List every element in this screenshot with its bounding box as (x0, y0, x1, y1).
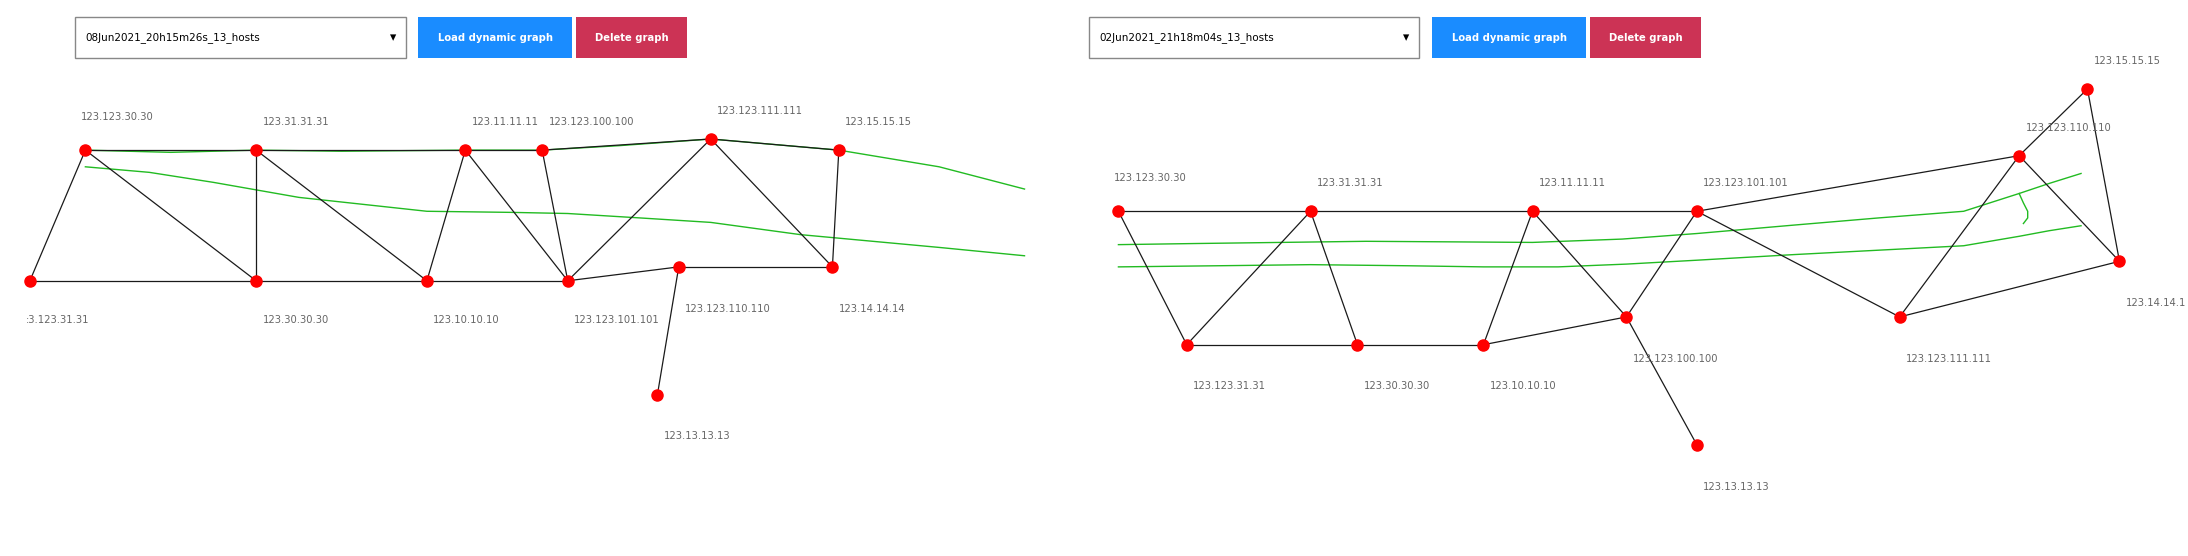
Text: Load dynamic graph: Load dynamic graph (1451, 33, 1567, 42)
Text: 123.123.100.100: 123.123.100.100 (549, 117, 635, 127)
Text: 123.123.101.101: 123.123.101.101 (573, 315, 661, 325)
FancyBboxPatch shape (575, 17, 687, 58)
Text: Delete graph: Delete graph (1608, 33, 1683, 42)
Text: 123.14.14.14: 123.14.14.14 (838, 304, 906, 314)
Text: 123.13.13.13: 123.13.13.13 (1702, 481, 1770, 492)
Text: 123.123.30.30: 123.123.30.30 (81, 112, 153, 122)
Text: 123.123.111.111: 123.123.111.111 (718, 106, 803, 116)
Text: 02Jun2021_21h18m04s_13_hosts: 02Jun2021_21h18m04s_13_hosts (1098, 32, 1273, 43)
Text: 123.123.30.30: 123.123.30.30 (1114, 173, 1186, 183)
Text: Load dynamic graph: Load dynamic graph (438, 33, 554, 42)
Text: 123.30.30.30: 123.30.30.30 (263, 315, 328, 325)
Text: 123.14.14.1: 123.14.14.1 (2127, 298, 2186, 308)
Text: 123.15.15.15: 123.15.15.15 (2094, 56, 2162, 66)
Text: Delete graph: Delete graph (595, 33, 670, 42)
FancyBboxPatch shape (1090, 17, 1420, 58)
Text: 123.123.111.111: 123.123.111.111 (1906, 354, 1991, 364)
Text: 123.123.110.110: 123.123.110.110 (685, 304, 770, 314)
Text: 123.123.101.101: 123.123.101.101 (1702, 178, 1790, 188)
FancyBboxPatch shape (1433, 17, 1586, 58)
Text: ▾: ▾ (1403, 31, 1409, 44)
Text: 123.123.100.100: 123.123.100.100 (1632, 354, 1718, 364)
FancyBboxPatch shape (418, 17, 571, 58)
Text: 123.15.15.15: 123.15.15.15 (845, 117, 912, 127)
Text: 123.10.10.10: 123.10.10.10 (1490, 381, 1556, 391)
Text: 123.13.13.13: 123.13.13.13 (663, 431, 731, 441)
Text: 123.31.31.31: 123.31.31.31 (1317, 178, 1383, 188)
Text: :3.123.31.31: :3.123.31.31 (26, 315, 90, 325)
FancyBboxPatch shape (74, 17, 405, 58)
Text: 123.11.11.11: 123.11.11.11 (1538, 178, 1606, 188)
Text: 123.30.30.30: 123.30.30.30 (1363, 381, 1431, 391)
Text: ▾: ▾ (389, 31, 396, 44)
Text: 123.123.110.110: 123.123.110.110 (2026, 123, 2111, 133)
FancyBboxPatch shape (1591, 17, 1700, 58)
Text: 08Jun2021_20h15m26s_13_hosts: 08Jun2021_20h15m26s_13_hosts (85, 32, 260, 43)
Text: 123.123.31.31: 123.123.31.31 (1192, 381, 1267, 391)
Text: 123.11.11.11: 123.11.11.11 (473, 117, 538, 127)
Text: 123.10.10.10: 123.10.10.10 (433, 315, 499, 325)
Text: 123.31.31.31: 123.31.31.31 (263, 117, 328, 127)
